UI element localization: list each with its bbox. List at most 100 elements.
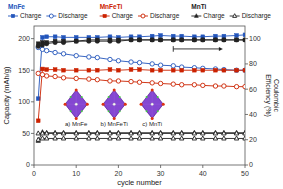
legend-label: Charge [20,12,42,20]
data-point [74,68,78,72]
legend-label: Discharge [242,12,272,20]
data-point [158,63,162,67]
data-point [40,136,44,140]
data-point [87,131,91,135]
y-axis-label: Capacity (mAh/g) [2,66,11,124]
data-point [158,130,162,134]
data-point [44,130,48,134]
data-point [74,130,78,134]
data-point [44,136,48,140]
inset-atom [113,88,116,91]
inset-atom [108,110,110,112]
legend-marker [194,14,198,18]
x-tick-label: 30 [157,170,165,177]
data-point [159,68,163,72]
inset-bond [114,90,115,118]
legend-item: Discharge [138,12,180,20]
data-point [213,136,217,140]
data-point [222,67,226,71]
x-tick-label: 0 [32,170,36,177]
y-tick [31,165,34,166]
data-point [159,34,163,38]
series [36,71,245,89]
data-point [53,131,57,135]
data-point [87,77,91,81]
x-tick [245,165,246,168]
data-point [61,130,65,134]
data-point [234,130,238,134]
series-line [38,47,245,70]
data-point [150,131,154,135]
data-point [214,68,218,72]
data-point [40,43,44,47]
plot-frame [34,26,245,165]
y2-tick-label: 20 [249,136,257,143]
inset-atom [157,96,159,98]
inset-atom [146,96,148,98]
data-point [53,74,57,78]
data-point [95,39,99,43]
data-point [61,52,65,56]
data-point [243,68,245,72]
data-point [222,34,226,38]
x-tick [118,165,119,168]
y2-tick [245,38,248,39]
data-point [158,38,162,42]
data-point [41,67,45,71]
data-point [129,68,133,72]
data-point [61,131,65,135]
data-point [150,130,154,134]
data-point [192,136,196,140]
data-point [36,137,40,141]
y2-tick-label: 0 [249,161,253,168]
data-point [171,38,175,42]
data-point [108,79,112,83]
y-tick-label: 200 [18,35,30,42]
ce-arrow [173,46,223,52]
data-point [74,39,78,43]
data-point [129,38,133,42]
inset-octahedron [141,90,163,118]
data-point [36,119,40,123]
data-point [137,80,141,84]
data-point [180,68,184,72]
x-tick-label: 40 [199,170,207,177]
data-point [150,34,154,38]
data-point [74,39,78,43]
y-tick [31,133,34,134]
data-point [234,68,238,72]
data-point [171,34,175,38]
inset-label: b) MnFeTi [101,121,128,127]
inset-atom [124,103,127,106]
legend-marker [141,14,145,18]
data-point [61,40,65,44]
data-point [201,130,205,134]
data-point [53,130,57,134]
data-point [171,130,175,134]
data-point [129,130,133,134]
y2-axis-label-line: Efficiency (%) [264,74,272,117]
data-point [36,71,40,75]
data-point [222,38,226,42]
y2-tick [245,114,248,115]
legend: MnFeChargeDischargeMnFeTiChargeDischarge… [8,3,271,20]
data-point [243,130,245,134]
data-point [45,68,49,72]
inset-label: a) MnFe [65,121,88,127]
data-point [171,68,175,72]
legend-label: Discharge [150,12,180,20]
data-point [74,136,78,140]
data-point [116,39,120,43]
inset-atom [81,96,83,98]
y2-tick-label: 100 [249,35,261,42]
data-point [150,38,154,42]
data-point [116,79,120,83]
data-point [116,136,120,140]
data-point [180,83,184,87]
data-point [201,131,205,135]
series-line [38,35,245,99]
series [36,33,245,101]
inset-bond [76,90,77,118]
inset-atom [75,88,78,91]
data-point [137,130,141,134]
